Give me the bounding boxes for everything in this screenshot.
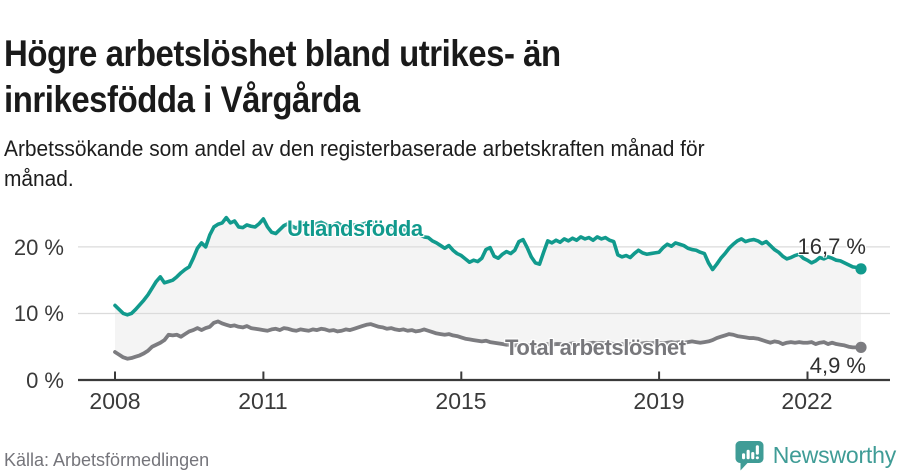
x-axis-label-2022: 2022: [781, 388, 833, 414]
logo-bar-chart-glyph: [741, 445, 759, 460]
x-axis-label-2008: 2008: [89, 388, 141, 414]
y-axis-label-10: 10 %: [13, 301, 64, 326]
x-axis-ticks: [114, 371, 809, 380]
end-value-label-utlandsfodda: 16,7 %: [797, 234, 867, 259]
end-value-label-total: 4,9 %: [809, 353, 866, 378]
newsworthy-logo-icon: [735, 441, 764, 471]
series-label-total-arbetsloshet: Total arbetslöshet: [505, 335, 686, 360]
series-endpoint-dot-utlandsfodda: [855, 263, 867, 275]
chart-subtitle: Arbetssökande som andel av den registerb…: [4, 136, 705, 191]
series-line-utlandsfodda: [113, 215, 863, 317]
x-axis-label-2015: 2015: [435, 388, 487, 414]
area-fill-between-series: [115, 217, 861, 359]
newsworthy-logo-text: Newsworthy: [772, 442, 896, 468]
x-axis-label-2011: 2011: [238, 388, 288, 414]
newsworthy-logo: Newsworthy: [735, 440, 896, 471]
page-title: Högre arbetslöshet bland utrikes- än inr…: [4, 32, 561, 120]
series-label-utlandsfodda: Utlandsfödda: [287, 216, 423, 241]
series-line-total-arbetsloshet: [113, 319, 863, 361]
source-note: Källa: Arbetsförmedlingen: [4, 450, 210, 470]
y-axis-label-0: 0 %: [26, 367, 64, 393]
x-axis-label-2019: 2019: [633, 388, 685, 414]
y-axis-label-20: 20 %: [13, 234, 64, 260]
series-endpoint-dot-total: [855, 341, 867, 353]
